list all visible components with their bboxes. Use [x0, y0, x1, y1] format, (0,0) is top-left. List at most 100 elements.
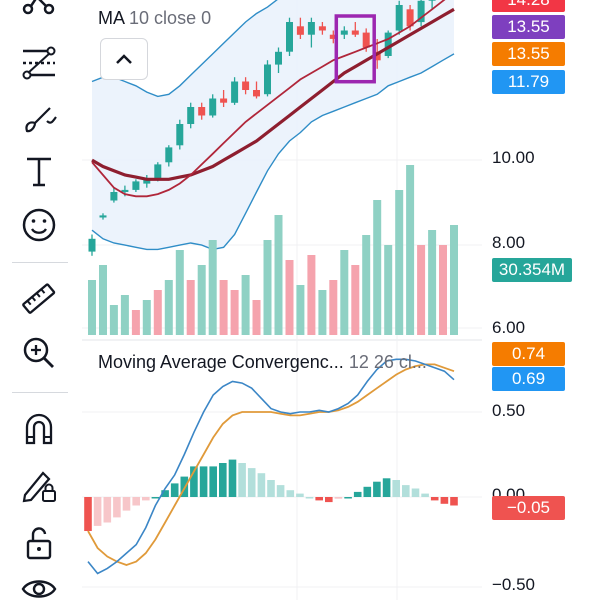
- candle-body: [373, 51, 381, 61]
- macd-histogram-bar: [199, 466, 208, 497]
- text-tool-icon[interactable]: [16, 148, 62, 194]
- volume-bar: [99, 265, 107, 335]
- candle-body: [132, 181, 140, 190]
- volume-bar: [406, 165, 415, 335]
- emoji-icon[interactable]: [16, 202, 62, 248]
- macd-histogram-bar: [430, 497, 439, 501]
- price-badge-high: 14.28: [492, 0, 565, 12]
- collapse-legend-button[interactable]: [100, 38, 148, 80]
- volume-bar: [340, 250, 349, 335]
- macd-histogram-bar: [170, 483, 179, 497]
- drawing-toolbar: [0, 0, 82, 600]
- eye-icon[interactable]: [16, 566, 62, 612]
- macd-histogram-bar: [315, 497, 323, 501]
- candle-body: [329, 34, 337, 39]
- volume-bar: [285, 260, 294, 335]
- price-badge-ma-slow: 13.55: [492, 42, 565, 66]
- price-badge-ma: 13.55: [492, 15, 565, 39]
- volume-bar: [109, 305, 118, 335]
- ma-slow-line: [91, 7, 455, 181]
- candle-body: [242, 81, 250, 90]
- macd-histogram-bar: [286, 490, 295, 497]
- price-axis-label: 8.00: [492, 233, 526, 252]
- bollinger-upper-line: [91, 0, 278, 98]
- candle-body: [110, 192, 118, 201]
- macd-histogram-bar: [142, 497, 150, 501]
- volume-bar: [395, 190, 404, 335]
- candle-body: [121, 189, 129, 192]
- macd-histogram-bar: [247, 468, 256, 497]
- volume-bar: [351, 265, 360, 335]
- candle-body: [275, 51, 282, 65]
- volume-bar: [307, 255, 316, 335]
- macd-histogram-bar: [151, 497, 160, 499]
- ma-legend-name: MA: [98, 8, 125, 28]
- candle-body: [143, 179, 151, 184]
- macd-histogram-bar: [296, 493, 304, 497]
- macd-histogram-bar: [238, 463, 246, 497]
- volume-bar: [318, 290, 327, 335]
- volume-bar: [373, 200, 382, 335]
- brush-icon[interactable]: [16, 96, 62, 142]
- volume-bar: [88, 280, 96, 335]
- volume-badge: 30.354M: [492, 258, 572, 282]
- volume-bar: [384, 245, 393, 335]
- candle-body: [417, 0, 425, 23]
- ruler-icon[interactable]: [16, 276, 62, 322]
- macd-histogram-bar: [209, 466, 217, 497]
- candle-body: [176, 124, 184, 146]
- candle-body: [428, 0, 436, 1]
- trend-line-icon[interactable]: [16, 0, 62, 32]
- bollinger-lower-line: [91, 53, 455, 251]
- macd-legend-params: 12 26 cl...: [348, 352, 427, 372]
- macd-legend[interactable]: Moving Average Convergenc... 12 26 cl...: [98, 352, 427, 373]
- candle-body: [351, 30, 359, 35]
- candle-body: [88, 238, 96, 252]
- macd-histogram-bar: [382, 478, 391, 497]
- volume-bar: [252, 300, 261, 335]
- unlock-icon[interactable]: [16, 520, 62, 566]
- candle-body: [318, 26, 326, 31]
- magnet-icon[interactable]: [16, 406, 62, 452]
- chart-area[interactable]: MA 10 close 0 14.28 13.55 13.55 11.79 10…: [82, 0, 600, 600]
- fib-retracement-icon[interactable]: [16, 40, 62, 86]
- volume-bar: [120, 295, 129, 335]
- chart-canvas[interactable]: [82, 0, 600, 600]
- candle-body: [286, 22, 293, 52]
- candle-body: [406, 9, 414, 27]
- toolbar-divider: [12, 262, 68, 263]
- macd-histogram-bar: [267, 480, 275, 497]
- volume-bar: [241, 275, 250, 335]
- candle-body: [264, 64, 271, 95]
- candle-body: [220, 98, 228, 103]
- lock-drawing-icon[interactable]: [16, 462, 62, 508]
- macd-histogram-bar: [334, 497, 343, 499]
- macd-histogram-bar: [228, 459, 237, 497]
- price-axis-label: 10.00: [492, 148, 535, 167]
- candle-body: [395, 5, 403, 31]
- macd-axis-label: −0.50: [492, 575, 536, 594]
- candle-body: [362, 32, 370, 48]
- candle-body: [154, 164, 162, 180]
- macd-histogram-bar: [122, 497, 131, 511]
- macd-histogram-bar: [113, 497, 121, 518]
- price-axis-label: 6.00: [492, 318, 526, 337]
- zoom-in-icon[interactable]: [16, 330, 62, 376]
- macd-histogram-bar: [276, 485, 285, 497]
- volume-bar: [329, 280, 338, 335]
- macd-histogram-bar: [353, 491, 362, 497]
- candle-body: [198, 107, 206, 116]
- candle-body: [253, 90, 260, 97]
- macd-histogram-bar: [392, 480, 400, 497]
- volume-bar: [230, 290, 239, 335]
- candle-body: [231, 81, 239, 103]
- macd-histogram-bar: [440, 497, 449, 504]
- volume-bar: [164, 280, 173, 335]
- ma-legend[interactable]: MA 10 close 0: [98, 8, 211, 29]
- macd-histogram-bar: [132, 497, 140, 506]
- macd-histogram-bar: [421, 493, 429, 497]
- volume-bar: [131, 310, 140, 335]
- candle-body: [187, 107, 195, 124]
- volume-bar: [274, 215, 283, 335]
- volume-bar: [428, 230, 437, 335]
